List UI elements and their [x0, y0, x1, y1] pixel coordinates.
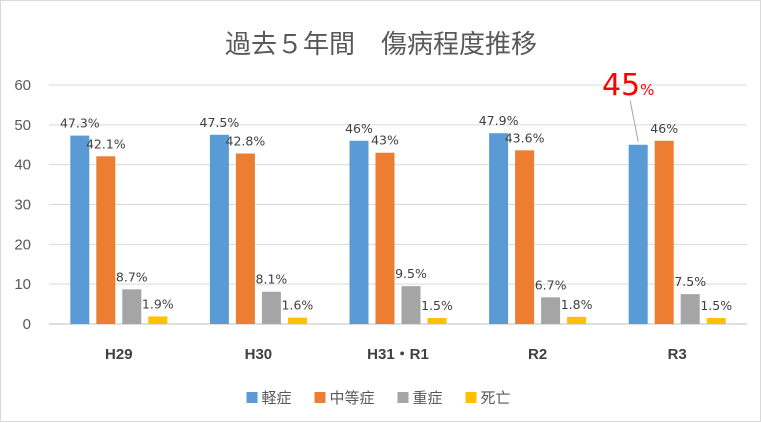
data-label: 42.8%: [226, 134, 266, 149]
legend-item: 中等症: [314, 389, 375, 407]
data-label: 42.1%: [86, 136, 126, 151]
data-label: 1.8%: [561, 297, 593, 312]
data-label: 45%: [602, 68, 654, 103]
data-label: 1.9%: [142, 296, 174, 311]
x-axis: H29 H30 H31・R1 R2 R3: [105, 346, 687, 363]
x-category-label: H29: [105, 346, 133, 363]
bar: [515, 150, 535, 324]
bar: [628, 144, 648, 324]
legend-swatch: [246, 392, 258, 403]
bar: [706, 318, 726, 324]
legend-item: 軽症: [246, 389, 292, 407]
y-tick-label: 40: [14, 157, 31, 174]
data-label: 1.5%: [700, 298, 732, 313]
x-category-label: H31・R1: [367, 346, 429, 363]
bar: [680, 294, 700, 324]
data-labels: 47.3%42.1%8.7%1.9%47.5%42.8%8.1%1.6%46%4…: [60, 68, 732, 313]
legend-swatch: [465, 392, 477, 403]
bar: [287, 317, 307, 324]
y-tick-label: 0: [23, 316, 31, 333]
y-tick-label: 10: [14, 276, 31, 293]
bar: [349, 140, 369, 324]
y-tick-label: 30: [14, 197, 31, 214]
bar: [261, 291, 281, 324]
chart-title: 過去５年間 傷病程度推移: [225, 30, 537, 60]
gridlines: [49, 84, 747, 325]
data-label: 47.9%: [479, 113, 519, 128]
data-label: 46%: [345, 121, 373, 136]
bar: [567, 316, 587, 324]
bar: [654, 140, 674, 324]
bar: [70, 135, 90, 324]
bar: [489, 133, 509, 324]
y-axis: 0 10 20 30 40 50 60: [14, 77, 31, 333]
bars: [70, 133, 726, 324]
data-label: 47.3%: [60, 116, 100, 131]
bar: [122, 289, 142, 324]
bar: [148, 316, 168, 324]
data-label: 8.1%: [256, 272, 288, 287]
data-label: 8.7%: [116, 269, 148, 284]
data-label: 9.5%: [395, 266, 427, 281]
bar: [541, 297, 561, 324]
data-label: 7.5%: [674, 274, 706, 289]
data-label: 1.5%: [421, 298, 453, 313]
bar: [375, 152, 395, 324]
bar: [209, 134, 229, 324]
data-label: 43.6%: [505, 130, 545, 145]
legend-swatch: [397, 392, 409, 403]
y-tick-label: 20: [14, 236, 31, 253]
data-label: 1.6%: [282, 298, 314, 313]
legend-item: 死亡: [465, 389, 511, 407]
y-tick-label: 50: [14, 117, 31, 134]
legend-label: 軽症: [262, 389, 292, 407]
data-label: 46%: [650, 121, 678, 136]
legend-swatch: [314, 392, 326, 403]
legend-label: 中等症: [330, 389, 375, 407]
bar: [96, 156, 116, 324]
legend: 軽症 中等症 重症 死亡: [246, 389, 511, 407]
x-category-label: R3: [668, 346, 687, 363]
bar: [427, 318, 447, 324]
legend-label: 重症: [413, 389, 443, 407]
bar: [235, 153, 255, 324]
data-label: 6.7%: [535, 277, 567, 292]
legend-label: 死亡: [481, 389, 511, 407]
data-label: 47.5%: [200, 115, 240, 130]
x-category-label: H30: [245, 346, 273, 363]
data-label: 43%: [371, 133, 399, 148]
x-category-label: R2: [528, 346, 547, 363]
leader-line: [629, 100, 639, 142]
legend-item: 重症: [397, 389, 443, 407]
y-tick-label: 60: [14, 77, 31, 94]
bar: [401, 286, 421, 324]
